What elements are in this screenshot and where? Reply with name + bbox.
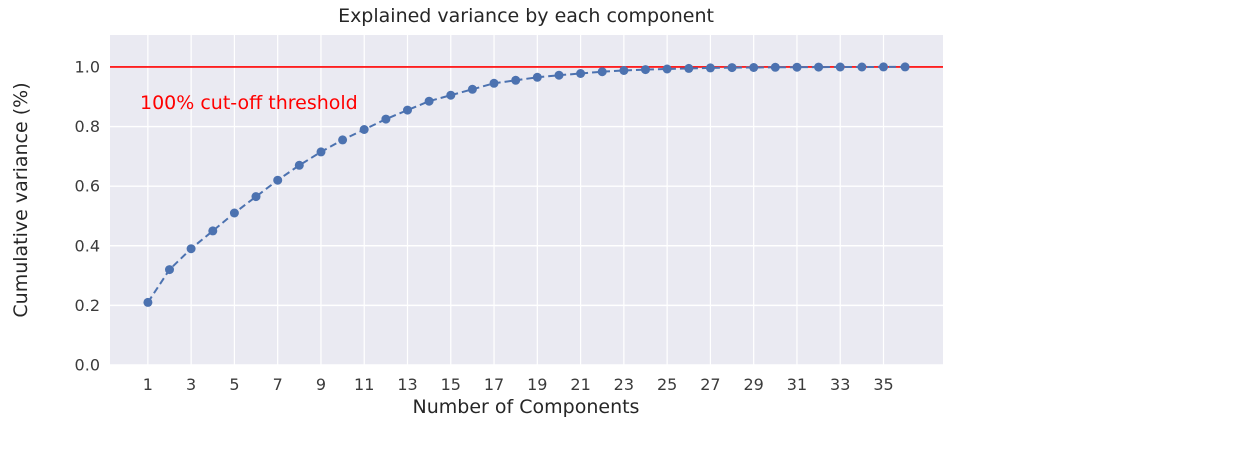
data-point — [208, 226, 218, 236]
data-point — [619, 66, 629, 75]
data-point — [554, 70, 564, 80]
data-point — [316, 147, 326, 157]
x-tick-label: 5 — [229, 375, 239, 394]
x-tick-label: 31 — [787, 375, 807, 394]
data-point — [273, 175, 283, 185]
data-point — [576, 69, 586, 78]
data-point — [251, 192, 261, 202]
plot-area: 0.00.20.40.60.81.01 3 5 7 9 11 13 15 17 19 21 23 25 2… — [75, 35, 943, 394]
data-point — [641, 65, 650, 75]
x-tick-label: 7 — [273, 375, 283, 394]
x-tick-label: 33 — [830, 375, 850, 394]
chart-title: Explained variance by each component — [338, 5, 714, 27]
data-point — [532, 72, 542, 82]
y-tick-label: 0.2 — [75, 296, 100, 315]
data-point — [879, 62, 888, 72]
data-point — [338, 135, 348, 145]
data-point — [900, 62, 910, 72]
data-point — [835, 62, 845, 72]
data-point — [446, 90, 456, 100]
x-tick-label: 21 — [570, 375, 590, 394]
data-point — [684, 63, 694, 73]
x-tick-label: 19 — [527, 375, 547, 394]
data-point — [294, 160, 304, 170]
x-tick-label: 15 — [441, 375, 461, 394]
data-point — [792, 62, 802, 72]
x-tick-label: 9 — [316, 375, 326, 394]
x-tick-label: 25 — [657, 375, 677, 394]
y-tick-label: 1.0 — [75, 57, 100, 76]
data-point — [229, 208, 239, 218]
x-tick-label: 27 — [700, 375, 720, 394]
y-tick-label: 0.6 — [75, 177, 100, 196]
y-tick-label: 0.4 — [75, 236, 100, 255]
x-tick-label: 17 — [484, 375, 504, 394]
series-line — [147, 65, 906, 303]
y-tick-label: 0.0 — [75, 356, 100, 375]
x-tick-label: 35 — [873, 375, 893, 394]
data-point — [186, 244, 196, 254]
data-point — [359, 125, 369, 134]
x-axis-label: Number of Components — [413, 396, 640, 418]
data-point — [403, 105, 412, 115]
data-point — [424, 96, 434, 106]
y-axis-label: Cumulative variance (%) — [10, 82, 32, 317]
x-tick-label: 23 — [614, 375, 634, 394]
data-point — [165, 265, 174, 275]
x-tick-label: 3 — [186, 375, 196, 394]
data-point — [143, 297, 153, 307]
x-tick-label: 29 — [744, 375, 764, 394]
data-point — [381, 114, 391, 124]
data-point — [727, 63, 737, 73]
data-point — [857, 62, 867, 72]
x-tick-label: 11 — [354, 375, 374, 394]
data-point — [662, 64, 672, 74]
data-point — [511, 75, 521, 85]
y-tick-label: 0.8 — [75, 117, 100, 136]
data-point — [597, 67, 607, 77]
data-point — [814, 62, 824, 72]
data-point — [705, 63, 715, 73]
x-tick-label: 1 — [143, 375, 153, 394]
data-point — [749, 63, 759, 72]
data-point — [467, 84, 477, 94]
x-tick-label: 13 — [397, 375, 417, 394]
data-point — [770, 62, 780, 72]
threshold-annotation: 100% cut-off threshold — [140, 92, 358, 114]
plot-background — [110, 35, 943, 365]
data-point — [489, 78, 499, 88]
